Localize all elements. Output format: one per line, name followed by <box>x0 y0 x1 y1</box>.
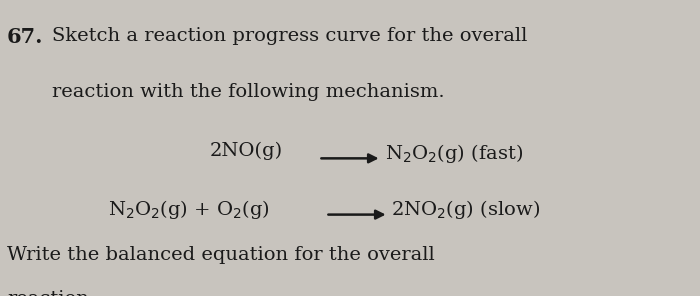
Text: Sketch a reaction progress curve for the overall: Sketch a reaction progress curve for the… <box>52 27 528 45</box>
Text: N$_2$O$_2$(g) + O$_2$(g): N$_2$O$_2$(g) + O$_2$(g) <box>108 198 270 221</box>
Text: Write the balanced equation for the overall: Write the balanced equation for the over… <box>7 246 435 264</box>
Text: 2NO$_2$(g) (slow): 2NO$_2$(g) (slow) <box>391 198 540 221</box>
Text: 67.: 67. <box>7 27 43 47</box>
Text: 2NO(g): 2NO(g) <box>210 142 283 160</box>
Text: N$_2$O$_2$(g) (fast): N$_2$O$_2$(g) (fast) <box>385 142 523 165</box>
Text: reaction with the following mechanism.: reaction with the following mechanism. <box>52 83 445 101</box>
Text: reaction.: reaction. <box>7 290 95 296</box>
